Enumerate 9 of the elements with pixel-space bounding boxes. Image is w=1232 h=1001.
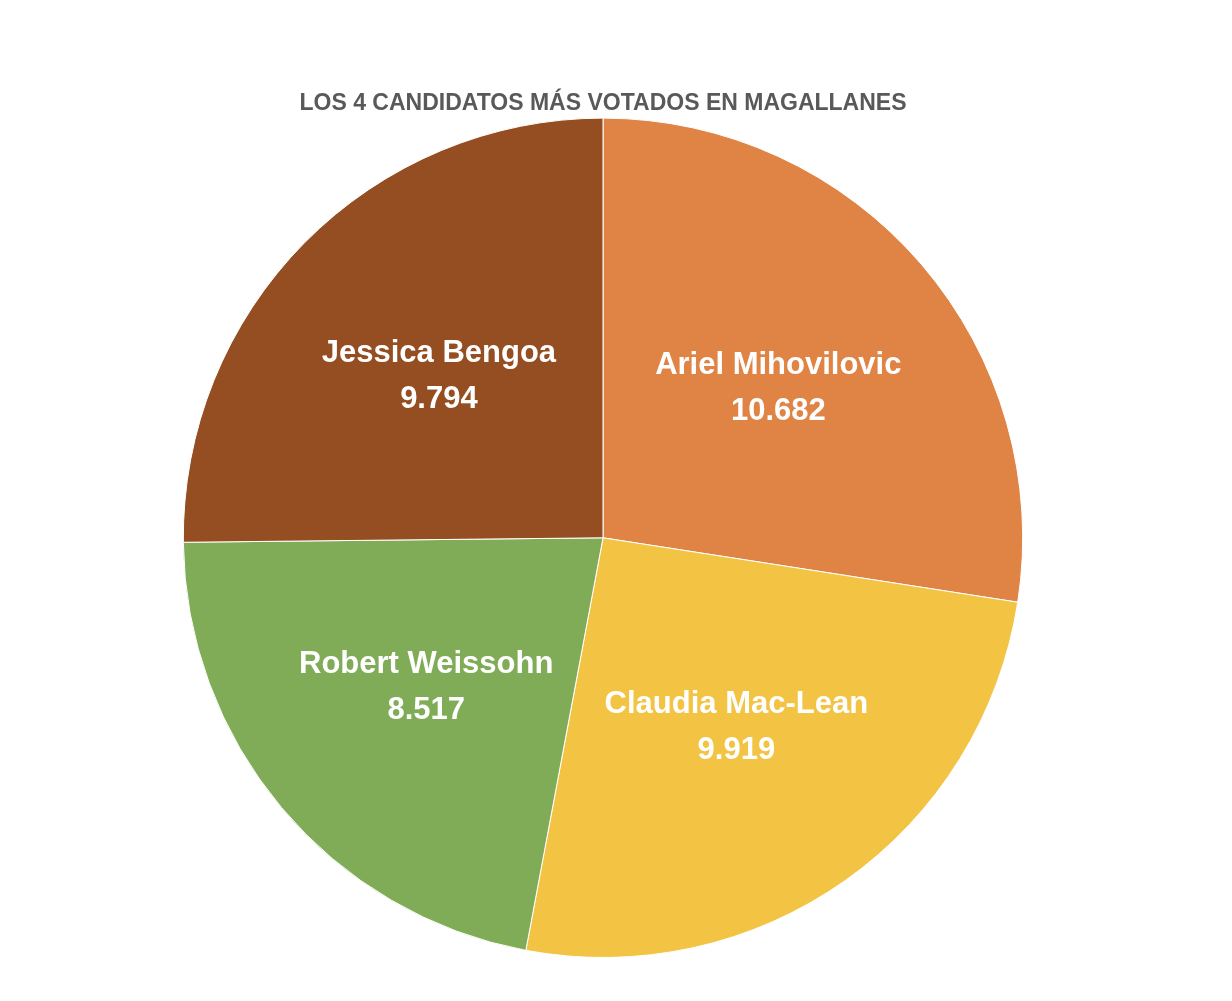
data-label: 9.919 (697, 730, 776, 766)
slice-label: Jessica Bengoa (321, 333, 557, 369)
data-label: 8.517 (387, 690, 465, 726)
data-label: 10.682 (730, 392, 826, 428)
chart-title: LOS 4 CANDIDATOS MÁS VOTADOS EN MAGALLANES (299, 88, 907, 116)
slice-label: Claudia Mac-Lean (604, 684, 869, 720)
data-label: 9.794 (400, 379, 479, 415)
slice-label: Robert Weissohn (299, 644, 554, 680)
slice-label: Ariel Mihovilovic (655, 346, 902, 382)
